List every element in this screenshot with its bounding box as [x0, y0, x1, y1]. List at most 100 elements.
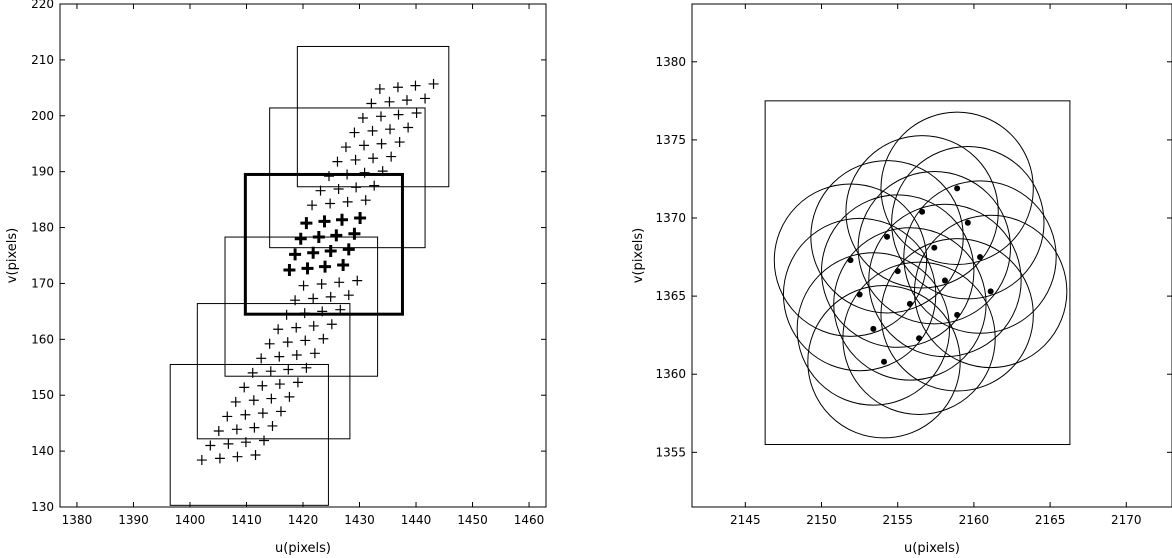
x-tick-label: 2145: [730, 513, 761, 527]
data-point: [332, 156, 343, 167]
data-point: [205, 440, 216, 451]
data-point: [317, 306, 328, 317]
data-point: [239, 382, 250, 393]
data-point: [213, 425, 224, 436]
highlight-point: [330, 229, 343, 242]
data-point: [222, 411, 233, 422]
data-point: [325, 291, 336, 302]
data-point: [343, 290, 354, 301]
data-point: [359, 167, 370, 178]
tile-box: [169, 363, 329, 506]
data-point: [987, 288, 994, 295]
data-point: [265, 366, 276, 377]
data-point: [250, 450, 261, 461]
data-point: [274, 379, 285, 390]
x-tick-label: 2155: [882, 513, 913, 527]
highlight-point: [324, 245, 337, 258]
data-point: [881, 358, 887, 365]
data-point: [283, 364, 294, 375]
x-tick-label: 1380: [62, 513, 93, 527]
data-point: [349, 127, 360, 138]
highlight-point: [337, 259, 350, 272]
data-point: [308, 293, 319, 304]
data-point: [196, 455, 207, 466]
x-tick-label: 1460: [514, 513, 545, 527]
highlight-point: [283, 264, 296, 277]
x-axis-label: u(pixels): [275, 541, 331, 556]
highlight-point: [300, 217, 313, 230]
data-point: [290, 295, 301, 306]
data-point: [315, 185, 326, 196]
highlight-point: [289, 248, 302, 261]
highlight-point: [319, 260, 332, 273]
footprint-circle: [796, 252, 951, 406]
x-tick-label: 1390: [118, 513, 149, 527]
data-point: [240, 409, 251, 420]
highlight-point: [348, 227, 361, 240]
y-tick-label: 220: [31, 0, 54, 11]
data-point: [357, 113, 368, 124]
data-point: [392, 82, 403, 93]
footprint-circle: [913, 214, 1068, 369]
data-point: [230, 396, 241, 407]
data-point: [284, 391, 295, 402]
data-point: [954, 311, 961, 318]
data-point: [964, 219, 971, 226]
data-point: [282, 337, 293, 348]
data-point: [919, 208, 926, 215]
data-point: [870, 325, 877, 332]
x-tick-label: 2170: [1111, 513, 1142, 527]
data-point: [350, 154, 361, 165]
data-point: [307, 200, 318, 211]
data-point: [335, 304, 346, 315]
footprint-circle: [821, 194, 975, 348]
data-point: [385, 124, 396, 135]
x-tick-label: 1430: [344, 513, 375, 527]
data-point: [318, 333, 329, 344]
data-point: [259, 435, 270, 446]
x-tick-label: 1410: [231, 513, 262, 527]
data-point: [367, 125, 378, 136]
data-layer: [764, 100, 1071, 446]
y-tick-label: 140: [31, 444, 54, 458]
data-point: [232, 451, 243, 462]
data-point: [360, 195, 371, 206]
data-point: [931, 244, 938, 251]
footprint-circle: [857, 170, 1011, 325]
data-point: [257, 408, 268, 419]
data-point: [384, 96, 395, 107]
y-tick-label: 160: [31, 332, 54, 346]
footprint-circle: [868, 203, 1022, 358]
y-tick-label: 130: [31, 500, 54, 514]
data-point: [249, 422, 260, 433]
data-point: [291, 322, 302, 333]
y-axis-label: v(pixels): [631, 228, 646, 283]
data-point: [856, 291, 863, 298]
data-point: [366, 98, 377, 109]
highlight-point: [335, 213, 348, 226]
data-point: [240, 437, 251, 448]
bounding-box: [764, 100, 1071, 446]
data-point: [247, 367, 258, 378]
data-point: [428, 78, 439, 89]
data-point: [256, 353, 267, 364]
data-point: [420, 93, 431, 104]
highlight-point: [294, 232, 307, 245]
footprint-circle: [891, 146, 1045, 300]
footprint-circle: [880, 111, 1034, 266]
data-point: [954, 185, 961, 192]
data-point: [309, 348, 320, 359]
left-plot-panel: 1380 1390 1400 1410 1420 1430 1440 1450 1460 130 1…: [5, 0, 547, 556]
data-point: [941, 277, 948, 284]
data-point: [401, 95, 412, 106]
data-point: [403, 122, 414, 133]
data-point: [374, 83, 385, 94]
axes-frame: [59, 3, 547, 508]
highlight-point: [342, 243, 355, 256]
data-point: [300, 335, 311, 346]
data-point: [334, 277, 345, 288]
data-point: [847, 257, 854, 264]
highlight-point: [318, 215, 331, 228]
y-tick-label: 1355: [655, 445, 686, 459]
data-point: [368, 153, 379, 164]
